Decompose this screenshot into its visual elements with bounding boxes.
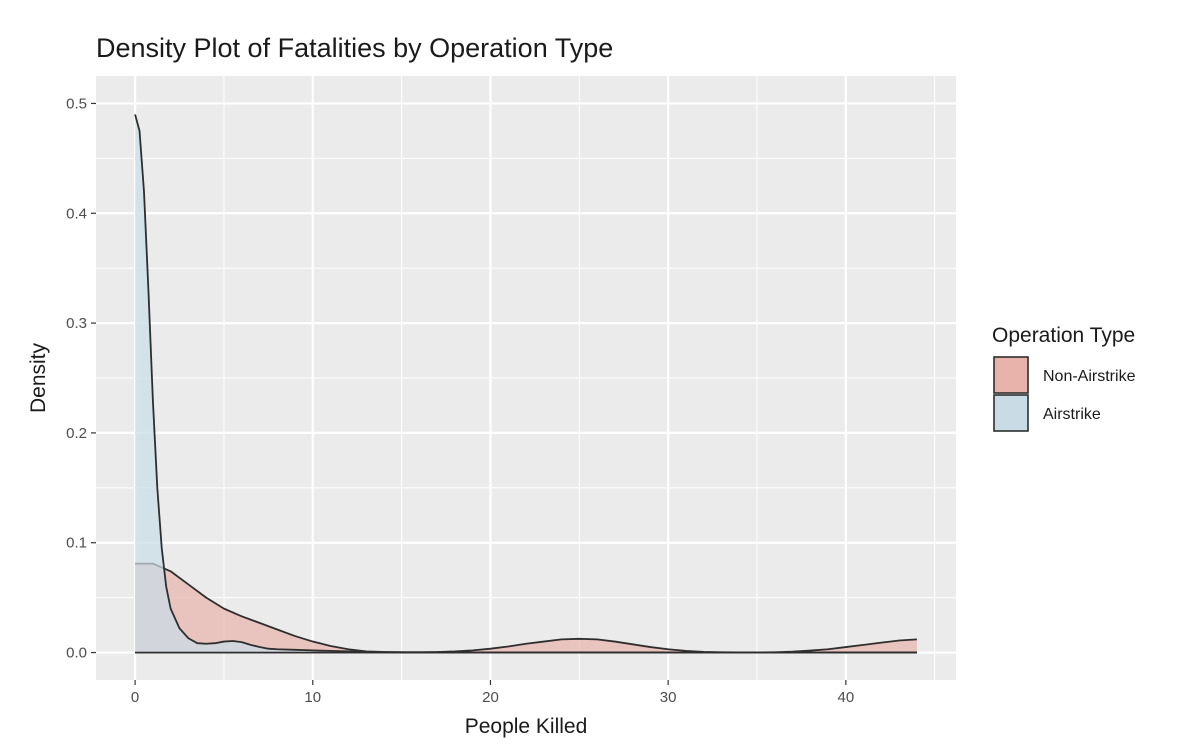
x-axis-title: People Killed bbox=[465, 715, 588, 738]
legend-key-airstrike bbox=[993, 394, 1029, 432]
x-tick-label-3: 30 bbox=[660, 689, 677, 706]
y-tick-label-4: 0.4 bbox=[66, 205, 87, 222]
x-tick-labels: 0 10 20 30 40 bbox=[131, 689, 854, 706]
y-tick-label-3: 0.3 bbox=[66, 315, 87, 332]
legend: Operation Type Non-Airstrike Airstrike bbox=[992, 324, 1136, 432]
y-axis-title: Density bbox=[27, 342, 50, 413]
grid-minor bbox=[96, 76, 956, 680]
y-tick-label-5: 0.5 bbox=[66, 95, 87, 112]
chart-title: Density Plot of Fatalities by Operation … bbox=[96, 33, 613, 63]
y-tick-labels: 0.0 0.1 0.2 0.3 0.4 0.5 bbox=[66, 95, 87, 661]
y-tick-label-2: 0.2 bbox=[66, 425, 87, 442]
axis-ticks bbox=[91, 102, 847, 685]
density-areas bbox=[134, 114, 917, 654]
legend-items: Non-Airstrike Airstrike bbox=[993, 356, 1136, 432]
y-tick-label-1: 0.1 bbox=[66, 535, 87, 552]
legend-label-airstrike: Airstrike bbox=[1043, 406, 1101, 423]
x-tick-label-4: 40 bbox=[837, 689, 854, 706]
y-tick-label-0: 0.0 bbox=[66, 645, 87, 662]
x-tick-label-2: 20 bbox=[482, 689, 499, 706]
legend-key-non-airstrike bbox=[993, 356, 1029, 394]
x-tick-label-1: 10 bbox=[304, 689, 321, 706]
legend-title: Operation Type bbox=[992, 324, 1135, 347]
legend-label-non-airstrike: Non-Airstrike bbox=[1043, 368, 1136, 385]
x-tick-label-0: 0 bbox=[131, 689, 139, 706]
